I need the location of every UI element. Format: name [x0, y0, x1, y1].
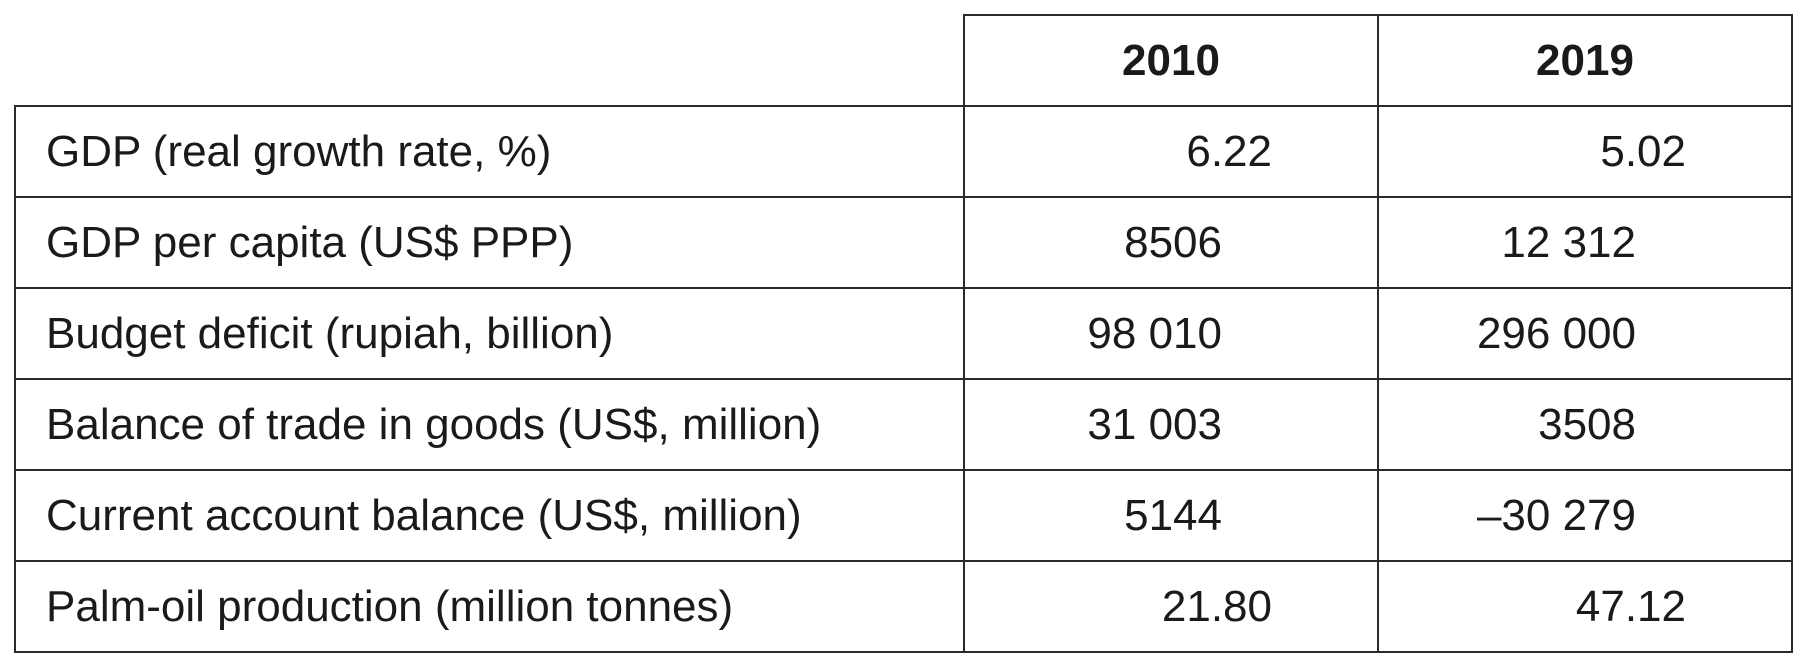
- cell-budget-deficit-2019: 296 000: [1377, 287, 1793, 380]
- column-header-2010: 2010: [963, 14, 1379, 107]
- table-row: Current account balance (US$, million) 5…: [14, 469, 1793, 562]
- cell-balance-of-trade-2019: 3508: [1377, 378, 1793, 471]
- cell-palm-oil-2010: 21.80: [963, 560, 1379, 653]
- row-label-current-account: Current account balance (US$, million): [14, 469, 965, 562]
- cell-gdp-per-capita-2010: 8506: [963, 196, 1379, 289]
- table-row: Balance of trade in goods (US$, million)…: [14, 378, 1793, 471]
- economic-indicators-table: 2010 2019 GDP (real growth rate, %) 6.22…: [14, 14, 1793, 653]
- cell-balance-of-trade-2010: 31 003: [963, 378, 1379, 471]
- column-header-2019: 2019: [1377, 14, 1793, 107]
- table-row: GDP per capita (US$ PPP) 8506 12 312: [14, 196, 1793, 289]
- row-label-budget-deficit: Budget deficit (rupiah, billion): [14, 287, 965, 380]
- row-label-balance-of-trade: Balance of trade in goods (US$, million): [14, 378, 965, 471]
- row-label-gdp-growth: GDP (real growth rate, %): [14, 105, 965, 198]
- row-label-gdp-per-capita: GDP per capita (US$ PPP): [14, 196, 965, 289]
- table-header-row: 2010 2019: [15, 14, 1793, 107]
- table-row: Budget deficit (rupiah, billion) 98 010 …: [14, 287, 1793, 380]
- table-row: Palm-oil production (million tonnes) 21.…: [14, 560, 1793, 653]
- cell-current-account-2010: 5144: [963, 469, 1379, 562]
- cell-palm-oil-2019: 47.12: [1377, 560, 1793, 653]
- cell-budget-deficit-2010: 98 010: [963, 287, 1379, 380]
- cell-gdp-growth-2010: 6.22: [963, 105, 1379, 198]
- cell-gdp-per-capita-2019: 12 312: [1377, 196, 1793, 289]
- table-row: GDP (real growth rate, %) 6.22 5.02: [14, 105, 1793, 198]
- cell-current-account-2019: –30 279: [1377, 469, 1793, 562]
- cell-gdp-growth-2019: 5.02: [1377, 105, 1793, 198]
- row-label-palm-oil: Palm-oil production (million tonnes): [14, 560, 965, 653]
- header-blank-cell: [15, 15, 965, 107]
